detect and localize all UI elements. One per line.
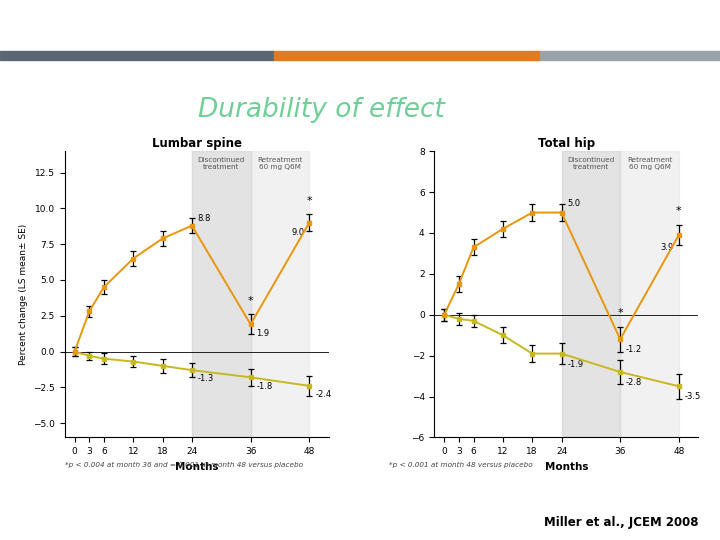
Text: Discontinued
treatment: Discontinued treatment	[197, 157, 245, 171]
Text: Retreatment
60 mg Q6M: Retreatment 60 mg Q6M	[257, 157, 302, 171]
Text: Retreatment
60 mg Q6M: Retreatment 60 mg Q6M	[627, 157, 672, 171]
Text: 1.9: 1.9	[256, 329, 269, 338]
Text: 8.8: 8.8	[198, 214, 211, 222]
Text: *: *	[676, 206, 682, 216]
Text: -1.2: -1.2	[626, 346, 642, 354]
Bar	[0, 51, 274, 60]
Bar	[274, 51, 540, 60]
Bar	[562, 151, 620, 437]
Bar	[540, 51, 720, 60]
Text: Denosumab :: Denosumab :	[22, 97, 206, 123]
Text: *p < 0.001 at month 48 versus placebo: *p < 0.001 at month 48 versus placebo	[389, 462, 532, 468]
Text: -1.9: -1.9	[567, 360, 583, 369]
Text: Miller et al., JCEM 2008: Miller et al., JCEM 2008	[544, 516, 698, 529]
X-axis label: Months: Months	[544, 462, 588, 471]
Text: *: *	[617, 308, 623, 319]
X-axis label: Months: Months	[175, 462, 219, 471]
Text: Discontinued
treatment: Discontinued treatment	[567, 157, 615, 171]
Y-axis label: Percent change (LS mean± SE): Percent change (LS mean± SE)	[19, 224, 27, 365]
Text: -1.8: -1.8	[256, 382, 273, 390]
Text: -2.4: -2.4	[315, 390, 331, 399]
Text: 9.0: 9.0	[291, 228, 305, 238]
Text: *: *	[307, 195, 312, 206]
Text: -2.8: -2.8	[626, 378, 642, 387]
Text: 5.0: 5.0	[567, 199, 580, 208]
Text: *: *	[248, 296, 253, 306]
Text: 3.9: 3.9	[661, 243, 674, 252]
Title: Lumbar spine: Lumbar spine	[152, 137, 242, 150]
Bar	[251, 151, 310, 437]
Text: -1.3: -1.3	[198, 374, 214, 383]
Bar	[620, 151, 679, 437]
Text: Durability of effect: Durability of effect	[198, 97, 445, 123]
Text: -3.5: -3.5	[685, 393, 701, 401]
Bar	[192, 151, 251, 437]
Text: *p < 0.004 at month 36 and = 0.001 at month 48 versus placebo: *p < 0.004 at month 36 and = 0.001 at mo…	[65, 462, 303, 468]
Title: Total hip: Total hip	[538, 137, 595, 150]
